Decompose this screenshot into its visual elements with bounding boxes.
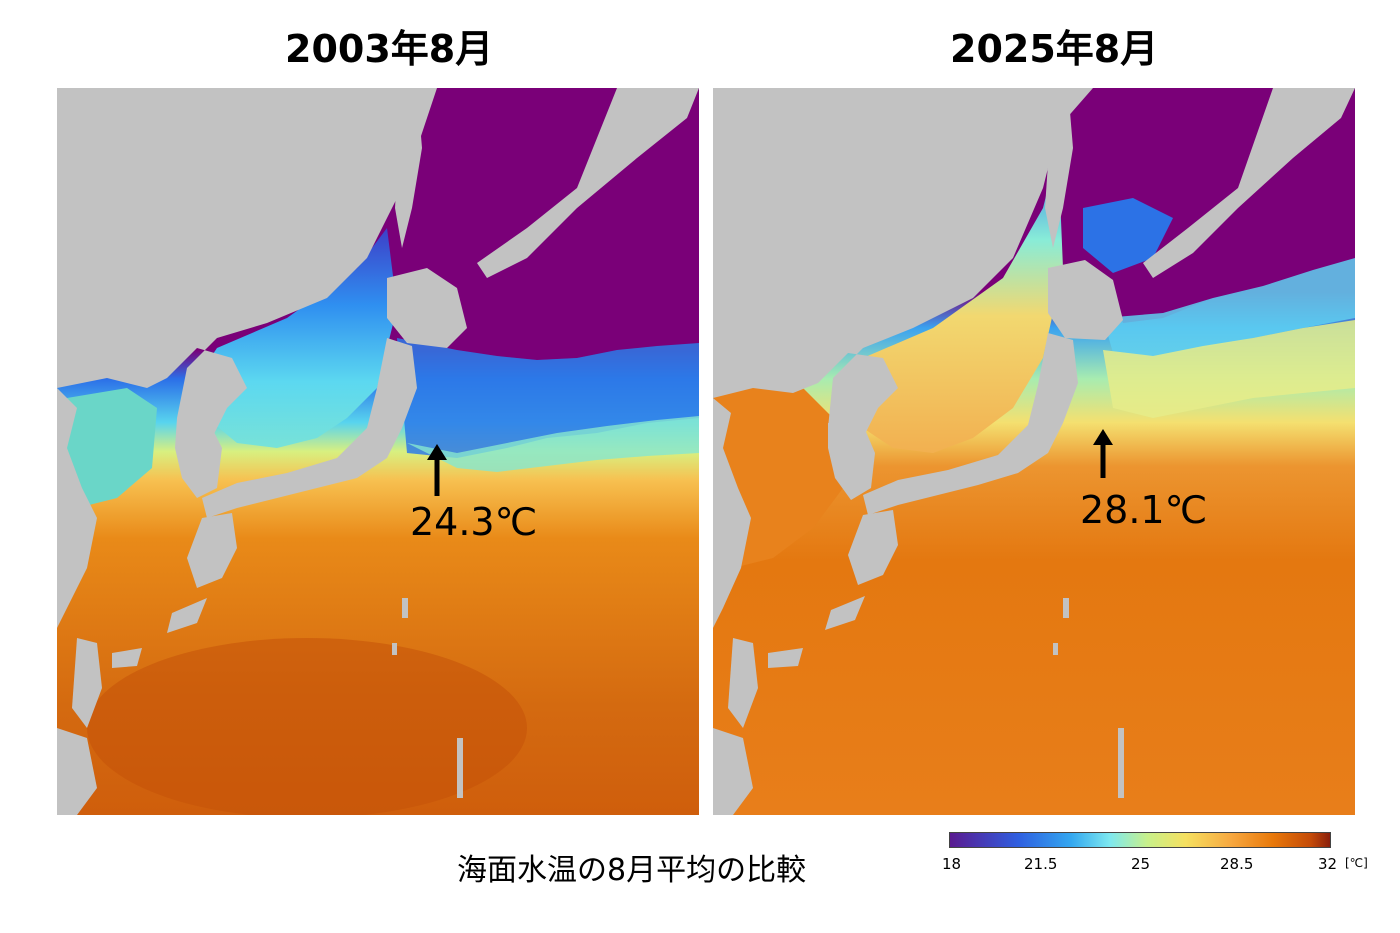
philippines xyxy=(57,728,97,815)
china-coast xyxy=(57,388,97,628)
island xyxy=(1063,598,1069,618)
hokkaido xyxy=(1048,260,1123,340)
asia-landmass xyxy=(713,88,1093,488)
arrow-head xyxy=(427,444,447,460)
sst-map-2003 xyxy=(57,88,699,815)
sea-of-japan xyxy=(197,228,397,448)
island xyxy=(1053,643,1058,655)
philippines xyxy=(713,728,753,815)
china-coast xyxy=(713,398,751,628)
ryukyu xyxy=(167,598,207,633)
kuril-islands xyxy=(1143,88,1355,278)
island xyxy=(457,738,463,798)
honshu xyxy=(863,333,1078,515)
cold-band xyxy=(1103,258,1355,358)
asia-landmass xyxy=(57,88,437,488)
island xyxy=(768,648,803,668)
colorbar xyxy=(949,832,1331,848)
sakhalin xyxy=(1045,88,1073,248)
korea xyxy=(175,418,222,498)
temperature-label-2003: 24.3℃ xyxy=(410,500,538,544)
taiwan xyxy=(728,638,758,728)
map-title-2025: 2025年8月 xyxy=(950,27,1159,71)
transition-band xyxy=(407,416,699,472)
colorbar-tick: 21.5 xyxy=(1024,855,1058,873)
arrow-head xyxy=(1093,429,1113,445)
island xyxy=(112,648,142,668)
colorbar-tick: 25 xyxy=(1131,855,1151,873)
hokkaido xyxy=(387,268,467,348)
honshu xyxy=(202,338,417,518)
temperature-label-2025: 28.1℃ xyxy=(1080,488,1208,532)
okhotsk-cold-patch xyxy=(1083,198,1173,273)
colorbar-tick: 32 xyxy=(1318,855,1338,873)
map-title-2003: 2003年8月 xyxy=(285,27,494,71)
kuril-islands xyxy=(477,88,699,278)
colorbar-tick: 28.5 xyxy=(1220,855,1254,873)
sst-map-2025 xyxy=(713,88,1355,815)
colorbar-unit: [℃] xyxy=(1345,856,1368,870)
yellow-sea xyxy=(62,388,157,508)
sea-of-japan xyxy=(853,148,1063,453)
cold-band xyxy=(397,338,699,458)
kyushu xyxy=(187,513,237,588)
figure-caption: 海面水温の8月平均の比較 xyxy=(457,853,807,888)
taiwan xyxy=(72,638,102,728)
island xyxy=(392,643,397,655)
warm-pool xyxy=(87,638,527,815)
colorbar-tick: 18 xyxy=(942,855,962,873)
korea xyxy=(828,420,875,500)
island xyxy=(402,598,408,618)
kyushu xyxy=(848,510,898,585)
sakhalin xyxy=(395,88,422,248)
ryukyu xyxy=(825,596,865,630)
transition-band xyxy=(1103,320,1355,418)
island xyxy=(1118,728,1124,798)
